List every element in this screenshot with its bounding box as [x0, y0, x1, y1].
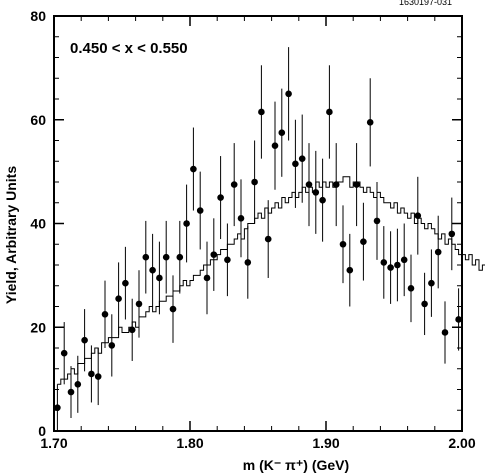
x-tick-label: 1.70	[40, 435, 67, 451]
data-point	[115, 295, 122, 303]
data-point	[67, 388, 75, 396]
data-point	[278, 129, 286, 137]
data-point	[54, 404, 61, 411]
x-tick-label: 2.00	[448, 435, 475, 451]
tick-labels-layer: 1.70 1.80 1.90 2.00 0 20 40 60 80	[30, 8, 475, 451]
data-point	[319, 196, 326, 204]
data-point	[400, 256, 408, 264]
data-points-layer	[54, 47, 462, 431]
data-point	[339, 240, 347, 248]
y-tick-label: 40	[30, 216, 46, 232]
data-point	[251, 178, 258, 186]
range-annotation: 0.450 < x < 0.550	[70, 40, 188, 57]
data-point	[441, 329, 449, 336]
data-point	[217, 194, 224, 201]
data-point	[360, 238, 367, 245]
data-point	[122, 279, 129, 287]
data-point	[183, 220, 190, 227]
data-point	[448, 230, 456, 238]
data-point	[346, 266, 354, 274]
data-point	[88, 370, 95, 378]
data-point	[305, 181, 313, 188]
data-point	[142, 253, 150, 261]
x-tick-label: 1.90	[312, 435, 339, 451]
data-point	[203, 274, 211, 282]
x-axis-title: m (K⁻ π⁺) (GeV)	[243, 457, 349, 473]
data-point	[264, 235, 272, 243]
figure-stamp: 1630197-031	[399, 0, 452, 7]
data-point	[271, 142, 279, 149]
data-point	[292, 160, 299, 168]
histogram-line	[57, 176, 485, 385]
data-point	[224, 256, 231, 264]
data-point	[332, 181, 340, 188]
data-point	[108, 342, 116, 349]
data-point	[285, 90, 292, 98]
x-tick-label: 1.80	[176, 435, 203, 451]
data-point	[169, 305, 177, 313]
y-tick-label: 0	[38, 423, 46, 439]
data-point	[428, 279, 435, 287]
data-point	[176, 253, 184, 261]
data-point	[149, 266, 156, 274]
data-point	[237, 215, 245, 222]
data-point	[244, 259, 252, 266]
data-point	[60, 349, 68, 357]
data-point	[94, 373, 102, 380]
data-point	[258, 108, 265, 116]
y-tick-label: 80	[30, 8, 46, 24]
y-tick-label: 60	[30, 112, 46, 128]
data-point	[407, 285, 415, 292]
data-point	[210, 251, 218, 258]
data-point	[135, 300, 143, 308]
data-point	[101, 310, 109, 318]
data-point	[455, 316, 462, 323]
data-point	[387, 264, 394, 271]
data-point	[230, 181, 238, 188]
histogram-layer	[57, 176, 485, 385]
data-point	[74, 381, 82, 388]
y-axis-title: Yield, Arbitrary Units	[3, 166, 19, 304]
data-point	[326, 108, 333, 116]
data-point	[81, 336, 88, 344]
data-point	[380, 259, 388, 266]
data-point	[373, 217, 381, 225]
data-point	[353, 181, 360, 188]
plot-frame	[53, 15, 463, 432]
data-point	[156, 274, 163, 282]
data-point	[434, 248, 442, 256]
y-tick-label: 20	[30, 319, 46, 335]
data-point	[366, 119, 374, 126]
data-point	[128, 326, 136, 334]
data-point	[414, 212, 422, 220]
data-point	[312, 189, 320, 196]
data-point	[298, 155, 306, 162]
axis-ticks	[53, 15, 463, 432]
data-point	[421, 300, 428, 308]
data-point	[190, 165, 197, 173]
data-point	[196, 207, 204, 214]
data-point	[394, 261, 401, 269]
data-point	[162, 253, 170, 261]
